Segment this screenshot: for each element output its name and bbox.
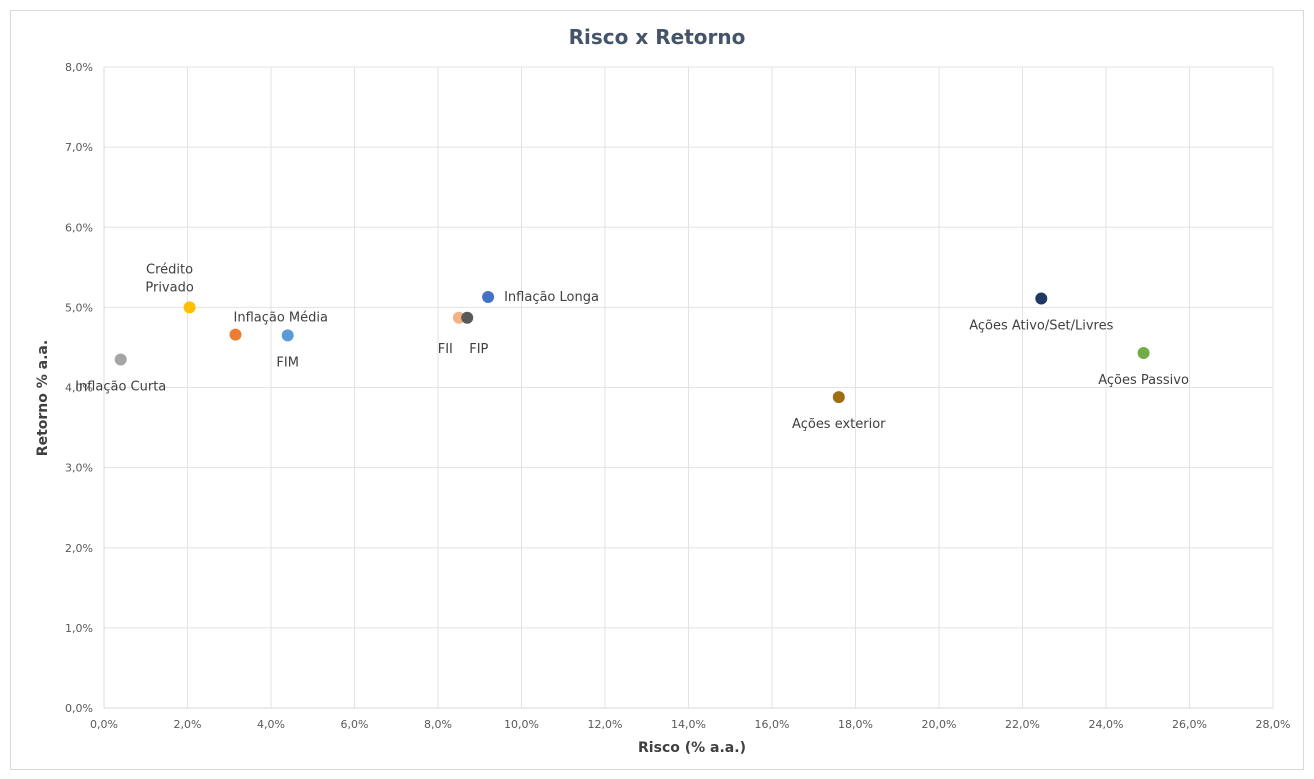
- data-label: Ações Passivo: [1098, 373, 1189, 388]
- chart-title: Risco x Retorno: [569, 25, 746, 49]
- x-tick-label: 14,0%: [671, 718, 706, 731]
- data-point-cr-dito-privado: [183, 301, 196, 314]
- y-tick-label: 3,0%: [65, 462, 93, 475]
- y-tick-label: 1,0%: [65, 622, 93, 635]
- data-point-infla-o-curta: [114, 353, 127, 366]
- data-point-a-es-exterior: [832, 391, 845, 404]
- data-label: Ações exterior: [792, 417, 886, 432]
- y-tick-label: 7,0%: [65, 141, 93, 154]
- x-tick-label: 18,0%: [838, 718, 873, 731]
- y-tick-label: 6,0%: [65, 221, 93, 234]
- x-tick-label: 0,0%: [90, 718, 118, 731]
- x-tick-label: 24,0%: [1089, 718, 1124, 731]
- data-point-a-es-ativo-set-livres: [1035, 292, 1048, 305]
- x-axis-title: Risco (% a.a.): [638, 740, 746, 756]
- data-label: Inflação Média: [234, 311, 328, 326]
- data-label: Ações Ativo/Set/Livres: [969, 319, 1113, 334]
- y-tick-label: 5,0%: [65, 301, 93, 314]
- data-points: [114, 290, 1150, 404]
- data-label: Inflação Longa: [504, 290, 599, 305]
- x-tick-label: 20,0%: [922, 718, 957, 731]
- x-tick-label: 6,0%: [341, 718, 369, 731]
- data-point-fii: [452, 311, 465, 324]
- data-labels: Inflação Curta Crédito Privado Inflação Méd…: [75, 262, 1189, 432]
- x-tick-label: 12,0%: [588, 718, 623, 731]
- x-tick-label: 4,0%: [257, 718, 285, 731]
- y-axis-title: Retorno % a.a.: [35, 340, 51, 456]
- x-tick-label: 22,0%: [1005, 718, 1040, 731]
- data-label: Privado: [145, 280, 193, 295]
- x-tick-label: 28,0%: [1256, 718, 1291, 731]
- data-point-fip: [461, 311, 474, 324]
- data-point-fim: [281, 329, 294, 342]
- x-tick-label: 8,0%: [424, 718, 452, 731]
- gridlines: [103, 66, 1274, 709]
- y-tick-label: 8,0%: [65, 61, 93, 74]
- data-point-infla-o-longa: [482, 290, 495, 303]
- data-point-a-es-passivo: [1137, 347, 1150, 360]
- data-label: FIM: [276, 355, 299, 370]
- x-tick-label: 2,0%: [174, 718, 202, 731]
- x-tick-label: 16,0%: [755, 718, 790, 731]
- data-label: Crédito: [146, 262, 193, 277]
- data-label: Inflação Curta: [75, 379, 166, 394]
- y-tick-label: 0,0%: [65, 702, 93, 715]
- x-tick-label: 26,0%: [1172, 718, 1207, 731]
- chart-area: [10, 10, 1304, 770]
- y-tick-label: 2,0%: [65, 542, 93, 555]
- data-point-infla-o-m-dia: [229, 328, 242, 341]
- tick-labels: 0,0% 1,0% 2,0% 3,0% 4,0% 5,0% 6,0% 7,0% 8,0% 0,0%…: [65, 61, 1290, 731]
- data-label: FII: [438, 342, 453, 357]
- x-tick-label: 10,0%: [504, 718, 539, 731]
- y-tick-label: 4,0%: [65, 382, 93, 395]
- data-label: FIP: [469, 342, 488, 357]
